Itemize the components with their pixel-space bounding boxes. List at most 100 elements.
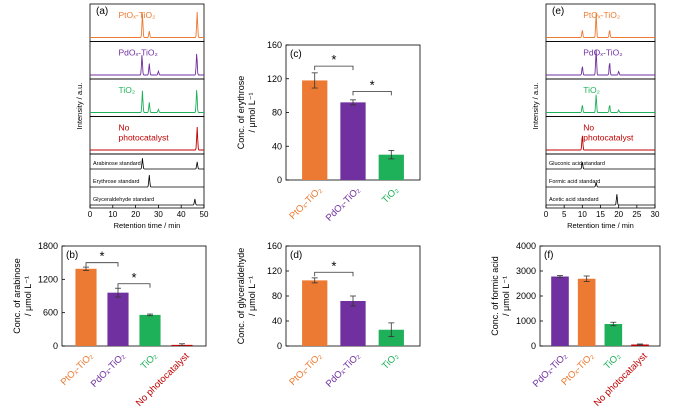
significance-bracket	[314, 271, 354, 277]
y-tick-label: 160	[267, 241, 282, 251]
y-axis-label: Intensity / a.u.	[531, 83, 540, 130]
y-tick-label: 2000	[516, 291, 536, 301]
x-tick-label: 30	[651, 210, 660, 219]
x-tick-label: 5	[562, 210, 567, 219]
y-tick-label: 1000	[516, 316, 536, 326]
y-tick-label: 160	[267, 40, 282, 50]
y-axis-label: Conc. of formic acid	[490, 256, 500, 336]
category-label-tio: TiO₂	[602, 351, 623, 372]
bar-pdo-tio	[551, 276, 569, 346]
standard-label-glyceraldehyde-standard: Glyceraldehyde standard	[93, 197, 154, 203]
standard-label-gluconic-acid-standard: Gluconic acid standard	[549, 161, 605, 167]
y-tick-label: 1200	[38, 274, 58, 284]
y-tick-label: 40	[272, 141, 282, 151]
panel-c: 0 40 80 120 160 PtOₓ-TiO₂ PdOₓ-TiO₂ TiO₂ * * Conc.…	[236, 40, 421, 224]
standard-label-formic-acid-standard: Formic acid standard	[549, 179, 600, 185]
x-tick-label: 50	[200, 210, 209, 219]
trace-label-no-photocatalyst: No	[583, 123, 594, 133]
x-tick-label: 10	[578, 210, 587, 219]
plot-frame	[61, 245, 207, 347]
significance-bracket	[352, 91, 392, 96]
y-axis-label: Intensity / a.u.	[75, 83, 84, 130]
y-tick-label: 80	[272, 108, 282, 118]
trace-label-no-photocatalyst: No	[119, 123, 130, 133]
bar-tio	[139, 314, 161, 346]
significance-star: *	[331, 52, 336, 67]
x-tick-label: 15	[596, 210, 605, 219]
trace-label-pto-tio: PtOₓ-TiO₂	[119, 10, 156, 20]
category-label-pdo-tio: PdOₓ-TiO₂	[324, 185, 363, 224]
y-tick-label: 0	[53, 341, 58, 351]
significance-bracket	[314, 65, 354, 71]
trace-line-pto-tio	[546, 13, 655, 38]
trace-frame	[89, 78, 205, 117]
panel-label: (b)	[66, 250, 78, 261]
category-label-pto-tio: PtOₓ-TiO₂	[287, 351, 324, 388]
y-axis-unit: / μmol L⁻¹	[23, 276, 33, 316]
standard-line-erythrose-standard	[90, 174, 204, 188]
x-axis-label: Retention time / min	[567, 221, 634, 230]
standard-line-glyceraldehyde-standard	[90, 198, 204, 206]
bar-pdo-tio	[340, 301, 366, 346]
bar-tio	[604, 324, 623, 346]
trace-label-tio: TiO₂	[119, 85, 136, 95]
y-axis-unit: / μmol L⁻¹	[247, 276, 257, 316]
y-axis-unit: / μmol L⁻¹	[247, 93, 257, 133]
y-axis-label: Conc. of arabinose	[12, 258, 22, 334]
x-tick-label: 0	[544, 210, 549, 219]
y-tick-label: 1800	[38, 241, 58, 251]
standard-line-formic-acid-standard	[546, 182, 655, 188]
x-tick-label: 25	[632, 210, 641, 219]
trace-label-pdo-tio: PdOₓ-TiO₂	[119, 48, 158, 58]
y-axis-label: Conc. of glyceraldehyde	[236, 248, 246, 345]
y-axis-unit: / μmol L⁻¹	[501, 276, 511, 316]
significance-bracket	[85, 262, 119, 267]
bar-tio	[378, 329, 404, 346]
x-axis-label: Retention time / min	[114, 221, 181, 230]
trace-label-pdo-tio: PdOₓ-TiO₂	[583, 48, 622, 58]
category-label-pdo-tio: PdOₓ-TiO₂	[324, 351, 363, 390]
x-tick-label: 20	[614, 210, 623, 219]
y-tick-label: 0	[277, 341, 282, 351]
panel-label: (a)	[96, 6, 108, 17]
x-tick-label: 40	[177, 210, 186, 219]
standards-frame	[89, 153, 205, 209]
trace-line-no-photocatalyst	[546, 135, 655, 151]
standard-label-erythrose-standard: Erythrose standard	[93, 179, 139, 185]
y-tick-label: 0	[531, 341, 536, 351]
y-tick-label: 4000	[516, 241, 536, 251]
trace-line-pdo-tio	[90, 53, 204, 76]
y-tick-label: 3000	[516, 266, 536, 276]
y-tick-label: 120	[267, 266, 282, 276]
standard-line-arabinose-standard	[90, 158, 204, 170]
panel-label: (c)	[290, 49, 302, 60]
x-tick-label: 20	[131, 210, 140, 219]
trace-label-pto-tio: PtOₓ-TiO₂	[583, 10, 620, 20]
trace-line-tio	[546, 94, 655, 113]
category-label-tio: TiO₂	[380, 185, 401, 206]
trace-line-no-photocatalyst	[90, 126, 204, 151]
significance-star: *	[370, 77, 375, 92]
trace-label-no-photocatalyst: photocatalyst	[119, 133, 170, 143]
trace-frame	[545, 78, 656, 117]
x-tick-label: 30	[154, 210, 163, 219]
y-tick-label: 120	[267, 74, 282, 84]
trace-label-no-photocatalyst: photocatalyst	[583, 133, 634, 143]
category-label-tio: TiO₂	[139, 351, 160, 372]
bar-pto-tio	[75, 268, 97, 346]
category-label-tio: TiO₂	[380, 351, 401, 372]
panel-label: (d)	[290, 250, 302, 261]
y-tick-label: 0	[277, 175, 282, 185]
x-tick-label: 0	[88, 210, 93, 219]
standard-label-arabinose-standard: Arabinose standard	[93, 161, 141, 167]
bar-pdo-tio	[107, 292, 129, 346]
significance-star: *	[331, 258, 336, 273]
panel-label: (e)	[552, 6, 564, 17]
trace-line-pdo-tio	[546, 49, 655, 76]
standard-label-acetic-acid-standard: Acetic acid standard	[549, 197, 599, 203]
bar-pto-tio	[302, 280, 328, 346]
panel-label: (f)	[544, 250, 553, 261]
y-tick-label: 40	[272, 316, 282, 326]
